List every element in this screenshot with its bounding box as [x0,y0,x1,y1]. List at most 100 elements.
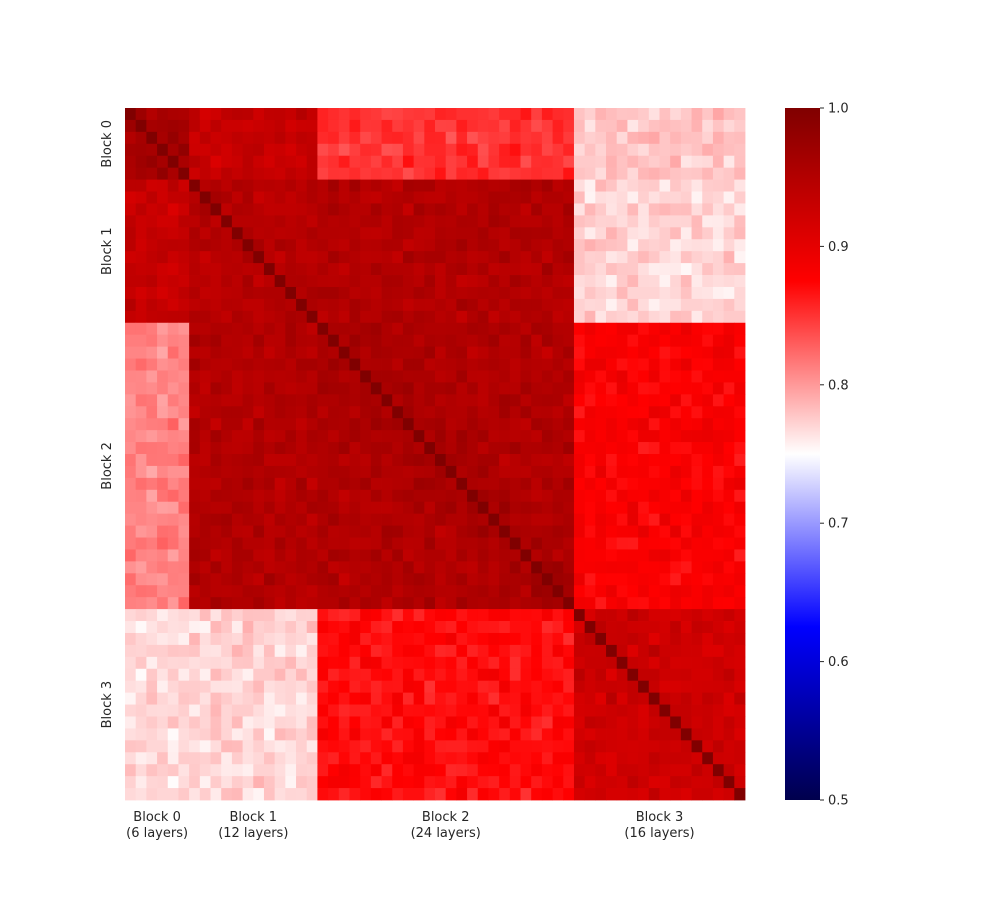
heatmap-cell [584,406,596,419]
heatmap-cell [520,740,532,753]
heatmap-cell [563,442,575,455]
heatmap-cell [680,728,692,741]
heatmap-cell [328,275,340,288]
heatmap-cell [691,537,703,550]
heatmap-cell [563,382,575,395]
heatmap-cell [734,275,746,288]
heatmap-cell [296,465,308,479]
heatmap-cell [221,752,233,765]
heatmap-cell [488,585,500,598]
heatmap-cell [573,549,586,562]
heatmap-cell [638,489,650,503]
heatmap-cell [573,143,586,157]
heatmap-cell [210,728,222,741]
heatmap-cell [338,561,350,574]
heatmap-cell [702,549,714,562]
heatmap-cell [531,537,543,550]
heatmap-cell [606,477,618,491]
heatmap-cell [702,346,714,359]
heatmap-cell [296,108,308,121]
heatmap-cell [723,430,735,443]
heatmap-cell [563,621,575,634]
heatmap-cell [734,656,746,670]
heatmap-cell [392,442,404,455]
heatmap-cells [125,108,746,801]
heatmap-cell [702,119,714,133]
heatmap-cell [328,322,340,336]
heatmap-cell [734,632,746,646]
heatmap-cell [595,108,607,121]
heatmap-cell [638,227,650,240]
heatmap-cell [531,358,543,371]
heatmap-cell [360,251,372,264]
heatmap-cell [520,370,532,383]
heatmap-cell [413,573,425,586]
heatmap-cell [573,573,586,586]
heatmap-cell [648,310,660,324]
heatmap-cell [606,465,618,479]
heatmap-cell [456,585,468,598]
heatmap-cell [253,346,265,359]
heatmap-cell [563,597,575,610]
heatmap-cell [392,477,404,491]
heatmap-cell [360,310,372,324]
heatmap-cell [231,465,243,479]
heatmap-cell [135,131,147,145]
heatmap-cell [306,752,318,765]
heatmap-cell [648,525,660,538]
heatmap-cell [456,358,468,371]
heatmap-cell [445,251,457,264]
heatmap-cell [435,346,447,359]
heatmap-cell [263,358,276,371]
heatmap-cell [167,334,179,348]
heatmap-cell [531,119,543,133]
heatmap-cell [210,477,222,491]
heatmap-cell [210,370,222,383]
heatmap-cell [178,465,190,479]
heatmap-cell [178,609,190,622]
heatmap-cell [285,597,297,610]
heatmap-cell [445,597,457,610]
heatmap-cell [125,418,137,431]
heatmap-cell [253,370,265,383]
heatmap-cell [349,513,361,526]
heatmap-cell [563,609,575,622]
heatmap-cell [381,227,393,240]
heatmap-cell [499,430,511,443]
heatmap-cell [253,561,265,574]
heatmap-cell [573,465,586,479]
heatmap-cell [306,740,318,753]
heatmap-cell [456,108,468,121]
heatmap-cell [456,656,468,670]
heatmap-cell [360,764,372,777]
heatmap-cell [231,334,243,348]
heatmap-cell [477,358,489,371]
heatmap-cell [381,525,393,538]
heatmap-cell [370,108,382,121]
heatmap-cell [189,489,201,503]
heatmap-cell [680,465,692,479]
heatmap-cell [616,167,628,180]
heatmap-cell [317,632,329,646]
heatmap-cell [670,632,682,646]
x-axis-block-labels: Block 0(6 layers)Block 1(12 layers)Block… [126,810,694,841]
heatmap-cell [670,310,682,324]
heatmap-cell [456,740,468,753]
heatmap-cell [499,704,511,717]
heatmap-cell [573,752,586,765]
heatmap-cell [157,143,169,157]
heatmap-cell [381,191,393,204]
heatmap-cell [274,776,286,789]
heatmap-cell [402,155,415,169]
heatmap-cell [199,167,211,180]
heatmap-cell [381,263,393,276]
heatmap-cell [381,621,393,634]
heatmap-cell [691,167,703,180]
heatmap-cell [691,239,703,252]
heatmap-cell [499,239,511,252]
heatmap-cell [167,394,179,407]
heatmap-cell [467,239,479,252]
heatmap-cell [723,788,735,801]
heatmap-cell [648,286,660,300]
